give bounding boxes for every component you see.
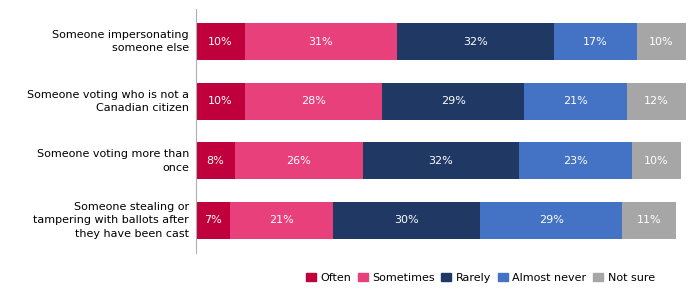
Bar <box>480 202 622 239</box>
Text: 21%: 21% <box>564 96 588 106</box>
Text: 30%: 30% <box>394 215 419 225</box>
Text: 7%: 7% <box>204 215 222 225</box>
Text: 10%: 10% <box>208 37 233 47</box>
Bar <box>230 202 333 239</box>
Bar <box>554 23 637 60</box>
Bar <box>196 142 235 179</box>
Bar <box>196 202 230 239</box>
Bar <box>196 23 245 60</box>
Bar <box>245 83 382 120</box>
Bar <box>397 23 554 60</box>
Text: 10%: 10% <box>644 156 669 166</box>
Bar <box>363 142 519 179</box>
Bar <box>519 142 632 179</box>
Bar <box>622 202 676 239</box>
Bar <box>196 83 245 120</box>
Text: 32%: 32% <box>463 37 488 47</box>
Bar <box>627 83 686 120</box>
Bar <box>524 83 627 120</box>
Text: 31%: 31% <box>309 37 333 47</box>
Text: 12%: 12% <box>644 96 669 106</box>
Text: 23%: 23% <box>564 156 588 166</box>
Text: 29%: 29% <box>539 215 564 225</box>
Bar <box>245 23 397 60</box>
Text: 28%: 28% <box>301 96 326 106</box>
Bar <box>632 142 681 179</box>
Text: 32%: 32% <box>428 156 454 166</box>
Bar <box>637 23 686 60</box>
Text: 26%: 26% <box>286 156 312 166</box>
Text: 10%: 10% <box>649 37 674 47</box>
Text: 29%: 29% <box>441 96 466 106</box>
Bar <box>333 202 480 239</box>
Bar <box>235 142 363 179</box>
Text: 17%: 17% <box>583 37 608 47</box>
Bar <box>382 83 524 120</box>
Text: 8%: 8% <box>206 156 225 166</box>
Text: 10%: 10% <box>208 96 233 106</box>
Legend: Often, Sometimes, Rarely, Almost never, Not sure: Often, Sometimes, Rarely, Almost never, … <box>301 268 659 288</box>
Text: 21%: 21% <box>270 215 294 225</box>
Text: 11%: 11% <box>637 215 662 225</box>
